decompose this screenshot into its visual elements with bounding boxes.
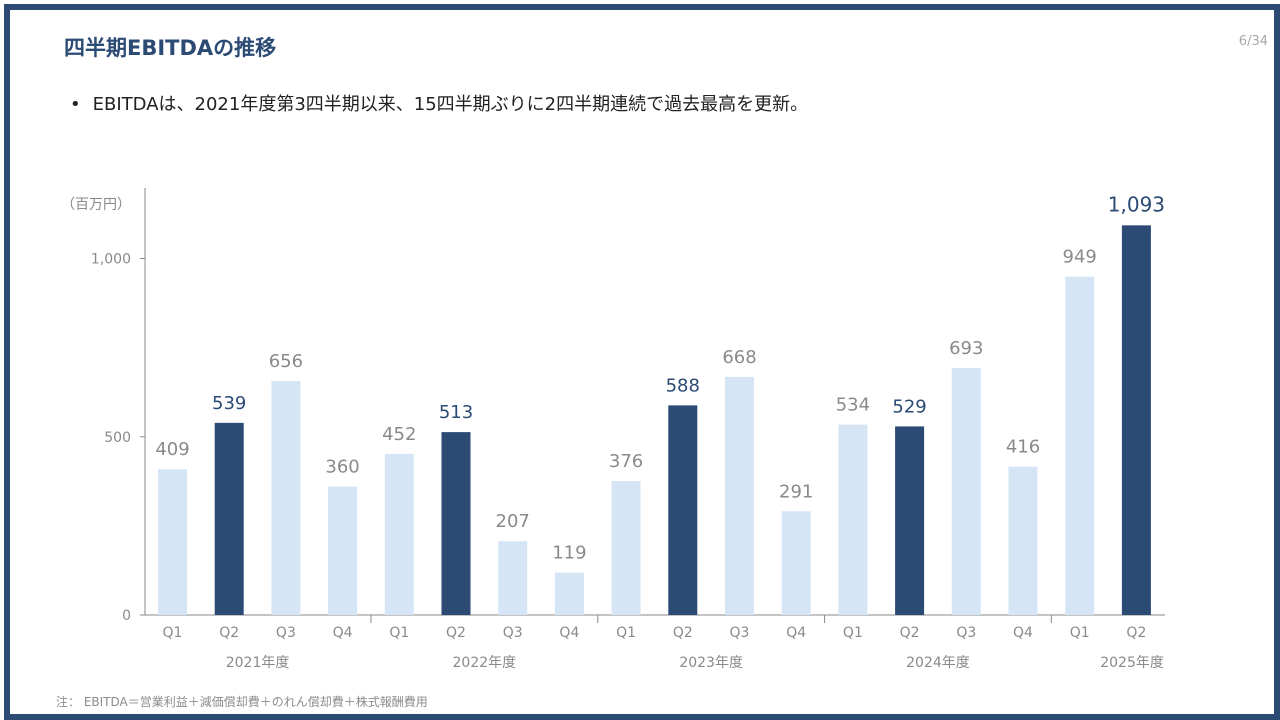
quarter-tick-label: Q3 — [503, 625, 523, 641]
quarter-tick-label: Q1 — [843, 625, 863, 641]
fiscal-year-label: 2023年度 — [679, 655, 743, 671]
quarter-tick-label: Q2 — [1126, 625, 1146, 641]
fiscal-year-label: 2021年度 — [226, 655, 290, 671]
data-label: 513 — [439, 402, 473, 423]
quarter-tick-label: Q1 — [1070, 625, 1090, 641]
bar-2021年度-Q2 — [214, 422, 244, 615]
footnote: 注： EBITDA＝営業利益＋減価償却費＋のれん償却費＋株式報酬費用 — [56, 695, 428, 709]
fiscal-year-label: 2022年度 — [453, 655, 517, 671]
data-label: 360 — [325, 457, 359, 478]
quarter-tick-label: Q4 — [1013, 625, 1033, 641]
bar-2022年度-Q3 — [498, 541, 528, 615]
y-tick-label: 1,000 — [91, 252, 131, 268]
quarter-tick-label: Q3 — [956, 625, 976, 641]
bar-2023年度-Q1 — [611, 480, 641, 615]
bar-2022年度-Q1 — [384, 453, 414, 615]
quarter-tick-label: Q2 — [673, 625, 693, 641]
bar-2024年度-Q2 — [895, 426, 925, 615]
bar-2021年度-Q3 — [271, 381, 301, 615]
y-tick-label: 500 — [104, 430, 131, 446]
bar-2023年度-Q2 — [668, 405, 698, 615]
bar-2023年度-Q4 — [781, 511, 811, 615]
page-title: 四半期EBITDAの推移 — [64, 36, 277, 60]
quarter-tick-label: Q4 — [333, 625, 353, 641]
y-axis-unit-label: （百万円） — [61, 197, 131, 213]
data-label: 588 — [666, 375, 700, 396]
bar-2022年度-Q2 — [441, 432, 471, 615]
fiscal-year-label: 2025年度 — [1100, 655, 1164, 671]
bar-2022年度-Q4 — [554, 572, 584, 615]
quarter-tick-label: Q1 — [163, 625, 183, 641]
data-label: 539 — [212, 393, 246, 414]
quarter-tick-label: Q2 — [900, 625, 920, 641]
data-label: 668 — [722, 347, 756, 368]
quarter-tick-label: Q2 — [219, 625, 239, 641]
fiscal-year-label: 2024年度 — [906, 655, 970, 671]
data-label: 291 — [779, 481, 813, 502]
data-label: 416 — [1006, 437, 1040, 458]
quarter-tick-label: Q1 — [616, 625, 636, 641]
data-label: 656 — [269, 351, 303, 372]
bar-2024年度-Q1 — [838, 424, 868, 615]
bullet-marker: • — [70, 94, 81, 115]
data-label: 207 — [496, 511, 530, 532]
data-label: 529 — [892, 396, 926, 417]
quarter-tick-label: Q3 — [276, 625, 296, 641]
y-tick-label: 0 — [122, 608, 131, 624]
bar-2025年度-Q1 — [1065, 276, 1095, 615]
bar-2025年度-Q2 — [1121, 225, 1151, 615]
quarter-tick-label: Q1 — [389, 625, 409, 641]
bar-2021年度-Q1 — [158, 469, 187, 615]
data-label: 534 — [836, 395, 870, 416]
bar-2023年度-Q3 — [725, 376, 754, 615]
data-label: 1,093 — [1108, 192, 1165, 216]
quarter-tick-label: Q3 — [730, 625, 750, 641]
quarter-tick-label: Q4 — [559, 625, 579, 641]
bar-2024年度-Q4 — [1008, 466, 1038, 615]
data-label: 376 — [609, 451, 643, 472]
data-label: 409 — [155, 439, 189, 460]
data-label: 693 — [949, 338, 983, 359]
data-label: 452 — [382, 424, 416, 445]
bar-2021年度-Q4 — [328, 486, 358, 615]
data-label: 949 — [1063, 247, 1097, 268]
quarter-tick-label: Q4 — [786, 625, 806, 641]
summary-bullet: • EBITDAは、2021年度第3四半期以来、15四半期ぶりに2四半期連続で過去… — [70, 90, 808, 116]
bar-2024年度-Q3 — [951, 367, 981, 615]
page-number: 6/34 — [1238, 34, 1268, 49]
data-label: 119 — [552, 543, 586, 564]
summary-text: EBITDAは、2021年度第3四半期以来、15四半期ぶりに2四半期連続で過去最… — [92, 94, 809, 115]
quarter-tick-label: Q2 — [446, 625, 466, 641]
